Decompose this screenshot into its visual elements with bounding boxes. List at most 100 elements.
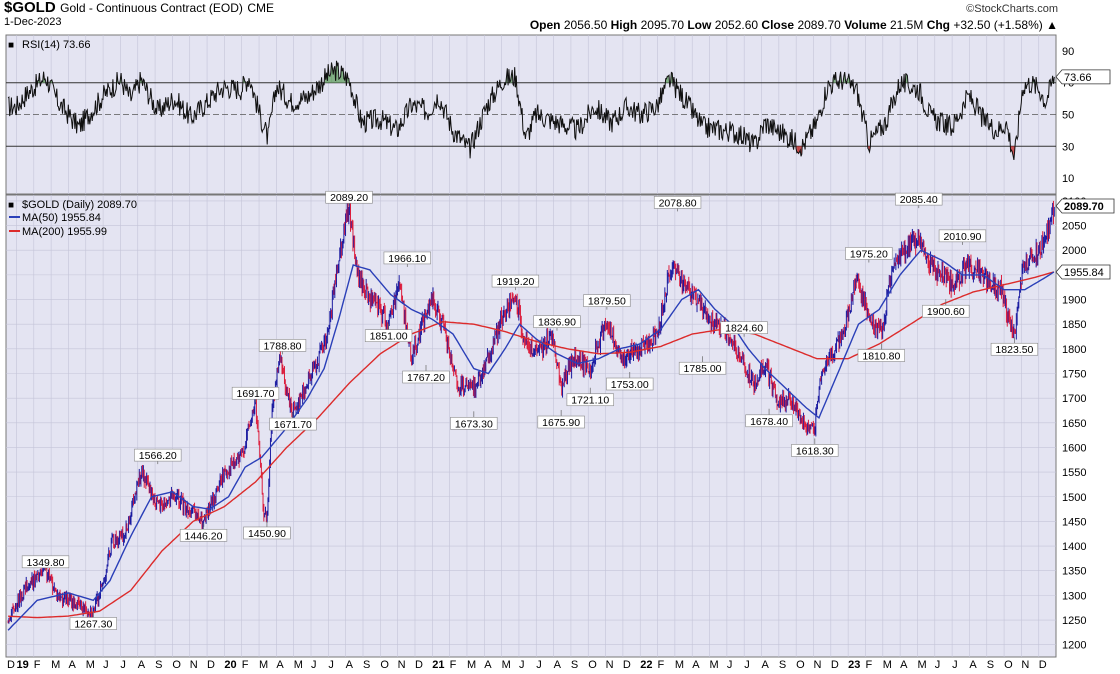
callout-box (745, 414, 793, 428)
x-month-label: A (68, 659, 76, 671)
x-month-label: J (952, 659, 958, 671)
callout-label: 1788.80 (264, 340, 302, 352)
open-label: Open (529, 18, 561, 32)
exchange: CME (247, 1, 275, 15)
x-month-label: D (623, 659, 631, 671)
callout-label: 1446.20 (185, 530, 223, 542)
x-month-label: A (484, 659, 492, 671)
x-month-label: N (190, 659, 198, 671)
callout-label: 1691.70 (237, 388, 275, 400)
callout-label: 1966.10 (388, 253, 426, 265)
callout-label: 1900.60 (927, 306, 965, 318)
axis-layer: D 19 F M A M J J A S O N D 20 F M A M J J A S O N D 21 F M A M J J A S O N D… (7, 46, 1115, 671)
x-month-label: M (51, 659, 60, 671)
x-month-label: A (762, 659, 770, 671)
callout-label: 1975.20 (850, 248, 888, 260)
callout-label: 1836.90 (538, 317, 576, 329)
x-month-label: O (172, 659, 181, 671)
x-month-label: S (779, 659, 786, 671)
chart-date: 1-Dec-2023 (4, 16, 62, 28)
callout-label: 1767.20 (407, 372, 445, 384)
callout-box (402, 370, 450, 384)
x-month-label: S (363, 659, 370, 671)
x-month-label: O (380, 659, 389, 671)
x-month-label: M (467, 659, 476, 671)
callout-label: 1810.80 (862, 351, 900, 363)
ma-value-tag: 1955.84 (1064, 267, 1104, 279)
callout-label: 1349.80 (27, 557, 65, 569)
y-tick-label: 1200 (1062, 640, 1086, 652)
rsi-line (7, 60, 1055, 160)
symbol: $GOLD (4, 0, 56, 16)
x-month-label: J (328, 659, 334, 671)
x-month-label: J (103, 659, 109, 671)
volume-value: 21.5M (889, 18, 924, 32)
callout-box (134, 448, 182, 462)
y-tick-label: 1900 (1062, 295, 1086, 307)
x-month-label: M (502, 659, 511, 671)
callout-box (791, 444, 839, 457)
y-tick-label: 2000 (1062, 245, 1086, 257)
price-title: $GOLD (Daily) 2089.70 (22, 199, 137, 211)
chart-description: Gold - Continuous Contract (EOD) (60, 1, 243, 15)
y-tick-label: 1400 (1062, 541, 1086, 553)
callout-label: 1721.10 (571, 395, 609, 407)
ma50-line (7, 249, 1055, 631)
callout-label: 1566.20 (139, 450, 177, 462)
x-month-label: N (398, 659, 406, 671)
price-icon: ■ (8, 200, 14, 211)
x-month-label: D (7, 659, 15, 671)
callout-label: 1851.00 (370, 331, 408, 343)
y-tick-label: 1300 (1062, 590, 1086, 602)
close-value-tag-box (1055, 198, 1115, 214)
x-month-label: N (1021, 659, 1029, 671)
x-month-label: O (796, 659, 805, 671)
price-panel (5, 194, 1057, 658)
x-month-label: D (831, 659, 839, 671)
close-value-tag: 2089.70 (1064, 201, 1104, 213)
callout-label: 1823.50 (995, 344, 1033, 356)
callout-box (364, 329, 413, 342)
chart-title: $GOLD Gold - Continuous Contract (EOD) C… (4, 0, 274, 17)
x-month-label: A (346, 659, 354, 671)
x-month-label: O (588, 659, 597, 671)
callout-box (21, 555, 70, 569)
up-triangle-icon: ▲ (1046, 18, 1058, 32)
callout-box (857, 349, 905, 362)
callout-label: 1267.30 (74, 618, 112, 630)
x-month-label: M (883, 659, 892, 671)
callout-box (653, 196, 702, 209)
y-tick-label: 1600 (1062, 442, 1086, 454)
x-month-label: A (969, 659, 977, 671)
rsi-overbought-fill (329, 75, 330, 83)
rsi-icon: ■ (8, 40, 14, 51)
x-month-label: A (138, 659, 146, 671)
x-month-label: F (34, 659, 41, 671)
callout-box (533, 315, 581, 328)
rsi-value-tag: 73.66 (1064, 72, 1092, 84)
close-label: Close (761, 18, 795, 32)
high-value: 2095.70 (640, 18, 684, 32)
y-tick-label: 1800 (1062, 344, 1086, 356)
x-month-label: J (519, 659, 525, 671)
x-year-label: 20 (224, 659, 236, 671)
x-month-label: J (744, 659, 750, 671)
open-value: 2056.50 (563, 18, 608, 32)
x-month-label: S (571, 659, 578, 671)
ohlc-summary: Open 2056.50 High 2095.70 Low 2052.60 Cl… (530, 18, 1058, 32)
y-tick-label: 1650 (1062, 418, 1086, 430)
callout-label: 1678.40 (750, 416, 788, 428)
x-month-label: M (675, 659, 684, 671)
callout-box (491, 274, 540, 288)
x-month-label: M (710, 659, 719, 671)
callout-label: 1879.50 (588, 296, 626, 308)
x-month-label: M (917, 659, 926, 671)
x-month-label: A (900, 659, 908, 671)
callout-label: 2085.40 (900, 194, 938, 206)
callout-label: 1785.00 (684, 363, 722, 375)
callout-label: 1753.00 (611, 379, 649, 391)
x-month-label: F (865, 659, 872, 671)
y-tick-label: 1750 (1062, 368, 1086, 380)
callout-box (269, 417, 317, 431)
